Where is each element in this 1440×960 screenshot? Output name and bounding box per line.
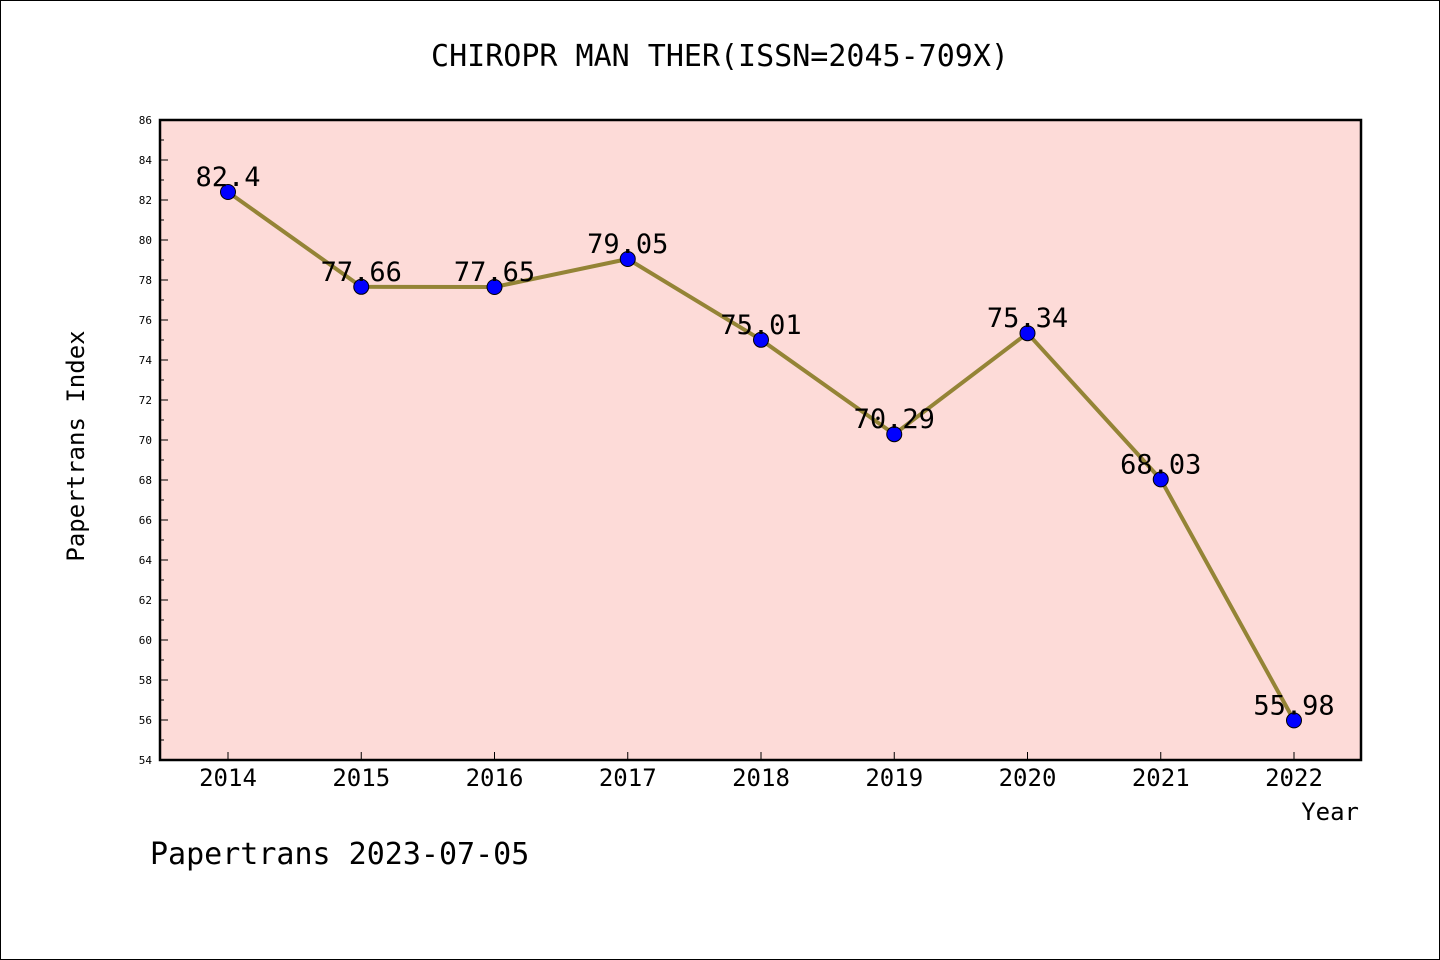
footer-watermark: Papertrans 2023-07-05 — [150, 837, 529, 872]
data-point-marker — [486, 279, 503, 295]
y-tick-label: 80 — [139, 234, 152, 247]
y-tick-label: 58 — [139, 674, 152, 687]
data-point-marker — [753, 331, 769, 348]
y-axis-ticks: 54 56 58 60 62 64 66 68 70 72 74 76 78 80 82 84 86 — [139, 114, 168, 767]
plot-border — [158, 118, 1363, 762]
y-tick-label: 54 — [139, 754, 153, 767]
x-axis-ticks: 2014 2015 2016 2017 2018 2019 2020 2021 2022 — [199, 752, 1323, 792]
y-tick-label: 56 — [139, 714, 152, 727]
data-point-marker — [886, 426, 903, 443]
y-tick-label: 74 — [139, 354, 153, 367]
y-tick-label: 68 — [139, 474, 152, 487]
y-tick-label: 62 — [139, 594, 152, 607]
x-tick-label: 2022 — [1265, 764, 1323, 792]
data-point-label: 70.29 — [854, 404, 935, 435]
y-tick-label: 76 — [139, 314, 152, 327]
data-point-marker — [1286, 712, 1302, 729]
chart-title: CHIROPR MAN THER(ISSN=2045-709X) — [431, 39, 1009, 74]
x-tick-label: 2021 — [1132, 764, 1190, 792]
data-points — [220, 184, 1302, 729]
x-tick-label: 2016 — [466, 764, 524, 792]
y-tick-label: 86 — [139, 114, 152, 127]
data-point-marker — [220, 184, 236, 200]
x-tick-label: 2014 — [199, 764, 257, 792]
x-tick-label: 2020 — [999, 764, 1057, 792]
x-axis-label: Year — [1301, 798, 1359, 826]
x-tick-label: 2019 — [865, 764, 923, 792]
data-point-label: 79.05 — [587, 229, 668, 260]
x-tick-label: 2018 — [732, 764, 790, 792]
data-point-marker — [619, 251, 636, 267]
data-point-label: 82.4 — [195, 162, 260, 193]
data-point-label: 77.65 — [454, 257, 535, 288]
y-tick-label: 66 — [139, 514, 152, 527]
y-axis-label: Papertrans Index — [62, 330, 90, 561]
y-tick-label: 84 — [139, 154, 153, 167]
y-tick-label: 72 — [139, 394, 152, 407]
y-tick-label: 78 — [139, 274, 152, 287]
x-tick-label: 2017 — [599, 764, 657, 792]
y-tick-label: 60 — [139, 634, 152, 647]
data-point-marker — [1152, 471, 1169, 488]
data-point-label: 75.34 — [987, 303, 1068, 334]
plot-area — [160, 120, 1361, 760]
data-point-marker — [353, 278, 370, 295]
data-point-label: 75.01 — [720, 310, 801, 341]
data-labels: 82.4 77.66 77.65 79.05 75.01 70.29 75.34 68.03 5… — [195, 162, 1334, 721]
y-tick-label: 70 — [139, 434, 152, 447]
y-tick-label: 64 — [139, 554, 153, 567]
data-point-marker — [1019, 325, 1036, 342]
x-tick-label: 2015 — [332, 764, 390, 792]
y-tick-label: 82 — [139, 194, 152, 207]
data-point-label: 77.66 — [321, 257, 402, 288]
data-point-label: 68.03 — [1120, 449, 1201, 480]
data-point-label: 55.98 — [1253, 690, 1334, 721]
